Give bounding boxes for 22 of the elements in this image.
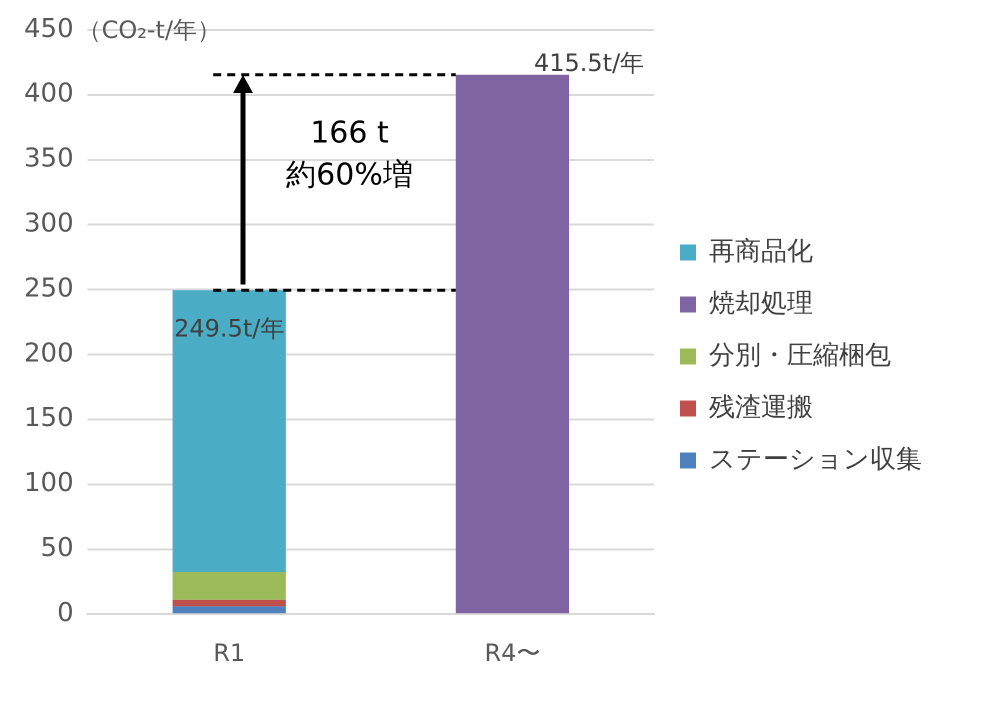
legend-label: 再商品化	[709, 236, 839, 266]
x-tick-label: R4〜	[484, 638, 540, 667]
legend-label: ステーション収集	[709, 444, 948, 474]
legend-label: 分別・圧縮梱包	[709, 340, 917, 370]
x-tick-label: R1	[213, 638, 246, 667]
y-tick-label: 100	[24, 468, 74, 498]
y-tick-label: 400	[24, 78, 74, 109]
y-tick-label: 350	[24, 144, 74, 174]
annotation: 166 t	[310, 116, 390, 151]
y-tick-label: 450	[24, 14, 74, 44]
y-tick-label: 200	[24, 338, 74, 368]
y-tick-label: 0	[57, 598, 74, 628]
annotation: 約60%増	[286, 158, 413, 193]
y-tick-label: 150	[24, 403, 74, 434]
annotation: 415.5t/年	[534, 49, 644, 78]
y-tick-label: 300	[24, 208, 74, 238]
y-tick-label: 50	[40, 533, 74, 564]
y-axis-title: （CO₂-t/年）	[78, 16, 222, 44]
annotation: 249.5t/年	[174, 314, 284, 343]
y-tick-label: 250	[24, 273, 74, 304]
legend-label: 焼却処理	[709, 288, 839, 318]
legend-label: 残渣運搬	[709, 392, 839, 422]
